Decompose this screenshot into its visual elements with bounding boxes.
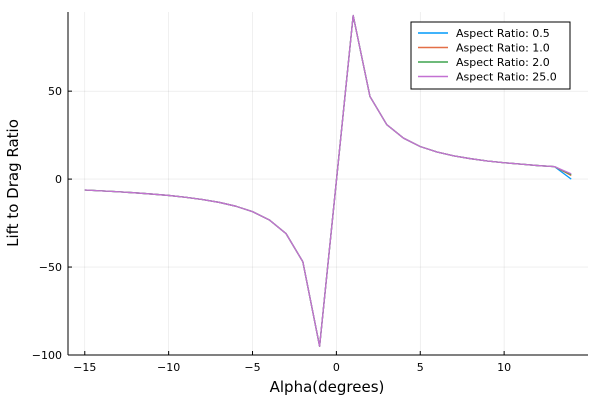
- series-line-4: [84, 14, 572, 347]
- y-axis-title: Lift to Drag Ratio: [4, 119, 22, 247]
- y-tick-label: −100: [32, 349, 62, 362]
- x-tick-label: 10: [497, 361, 511, 374]
- series-lines: [84, 14, 572, 347]
- legend-label: Aspect Ratio: 2.0: [456, 56, 550, 69]
- legend-label: Aspect Ratio: 0.5: [456, 27, 550, 40]
- x-tick-label: −10: [157, 361, 180, 374]
- y-tick-label: 0: [55, 173, 62, 186]
- x-tick-label: −5: [244, 361, 260, 374]
- x-tick-label: 5: [417, 361, 424, 374]
- axes: [67, 12, 588, 356]
- legend-label: Aspect Ratio: 25.0: [456, 71, 557, 84]
- y-tick-label: 50: [48, 85, 62, 98]
- y-tick-label: −50: [39, 261, 62, 274]
- x-axis-title: Alpha(degrees): [270, 378, 385, 396]
- x-tick-label: −15: [73, 361, 96, 374]
- x-tick-label: 0: [333, 361, 340, 374]
- legend-label: Aspect Ratio: 1.0: [456, 42, 550, 55]
